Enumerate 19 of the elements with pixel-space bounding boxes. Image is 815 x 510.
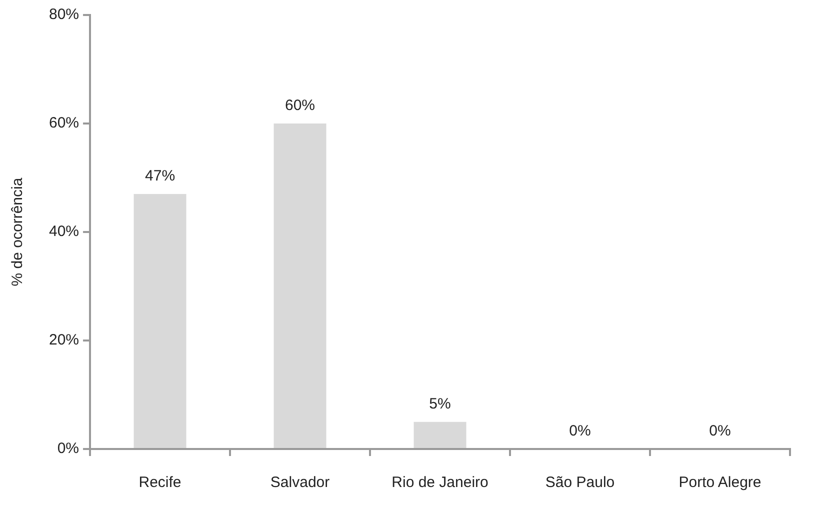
y-tick-label: 40%: [48, 223, 80, 240]
x-tick-label: Porto Alegre: [678, 474, 762, 492]
bar: [134, 194, 186, 448]
y-axis-title: % de ocorrência: [9, 177, 26, 286]
bar: [274, 124, 326, 448]
y-tick-label: 20%: [48, 332, 80, 349]
x-tick-label: Rio de Janeiro: [392, 474, 488, 492]
data-label: 0%: [569, 422, 591, 440]
x-tick-label: Salvador: [270, 474, 330, 492]
y-tick-label: 60%: [48, 114, 80, 132]
data-label: 47%: [145, 168, 176, 185]
data-label: 0%: [709, 422, 731, 440]
y-tick-label: 0%: [57, 440, 80, 458]
y-tick-label: 80%: [48, 6, 80, 24]
data-label: 5%: [429, 396, 451, 413]
data-label: 60%: [285, 97, 316, 114]
x-tick-label: São Paulo: [545, 474, 615, 492]
x-tick-label: Recife: [138, 474, 182, 492]
bar: [414, 422, 466, 448]
